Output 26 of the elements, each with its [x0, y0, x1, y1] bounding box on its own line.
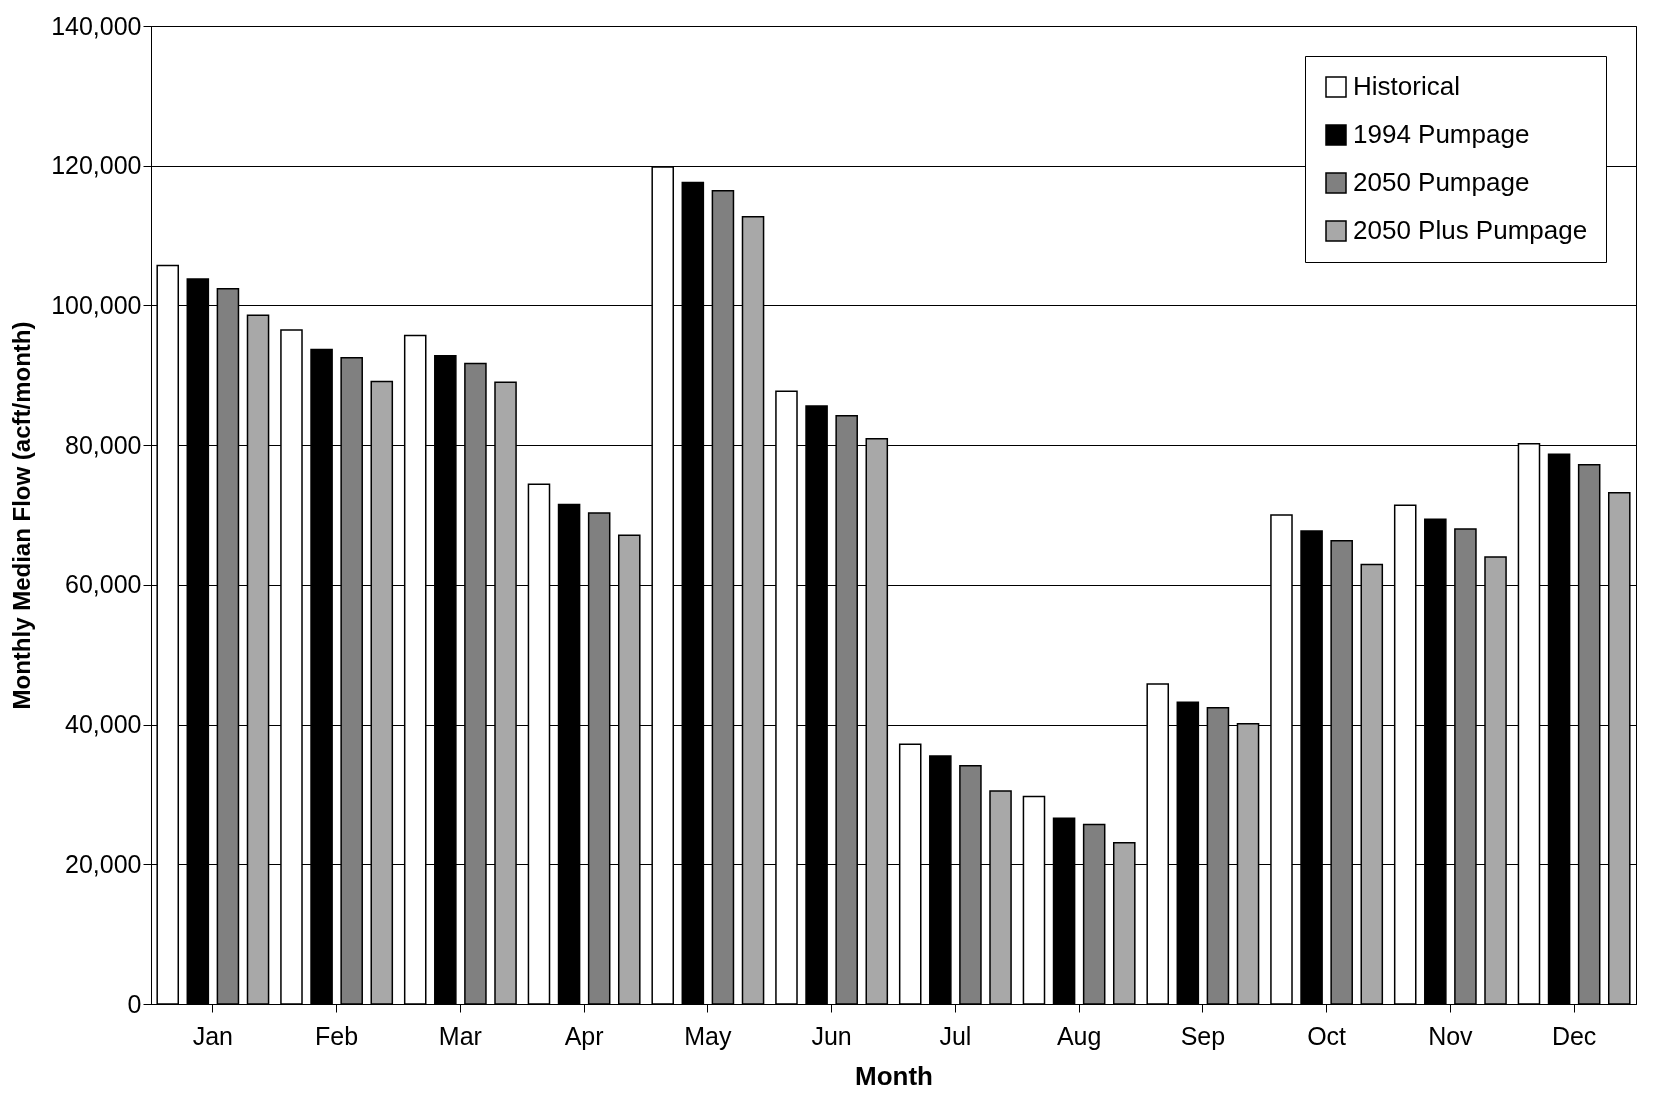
y-tick-label: 60,000 [65, 570, 142, 599]
x-tick-label: Apr [564, 1021, 604, 1050]
y-tick-label: 20,000 [65, 849, 142, 878]
x-tick-label: Mar [438, 1021, 482, 1050]
legend-label: 2050 Plus Pumpage [1353, 215, 1588, 245]
x-tick-label: Dec [1551, 1021, 1597, 1050]
y-tick-label: 120,000 [51, 151, 142, 180]
y-tick-label: 140,000 [51, 11, 142, 40]
x-tick-label: Sep [1180, 1021, 1226, 1050]
y-axis-title: Monthly Median Flow (acft/month) [8, 321, 36, 710]
x-axis-title: Month [855, 1060, 933, 1091]
x-tick-label: Aug [1056, 1021, 1102, 1050]
x-tick-label: Oct [1307, 1021, 1347, 1050]
x-tick-label: Jun [811, 1021, 852, 1050]
x-tick-label: Jan [192, 1021, 234, 1050]
legend-label: Historical [1353, 71, 1460, 101]
y-tick-label: 100,000 [51, 290, 142, 319]
x-tick-label: Jul [939, 1021, 972, 1050]
x-tick-label: Nov [1428, 1021, 1474, 1050]
legend-label: 2050 Pumpage [1353, 167, 1530, 197]
y-tick-label: 0 [127, 989, 142, 1018]
y-tick-label: 40,000 [65, 710, 142, 739]
legend-label: 1994 Pumpage [1353, 119, 1530, 149]
y-tick-label: 80,000 [65, 430, 142, 459]
x-tick-label: May [684, 1021, 732, 1050]
x-tick-label: Feb [315, 1021, 359, 1050]
